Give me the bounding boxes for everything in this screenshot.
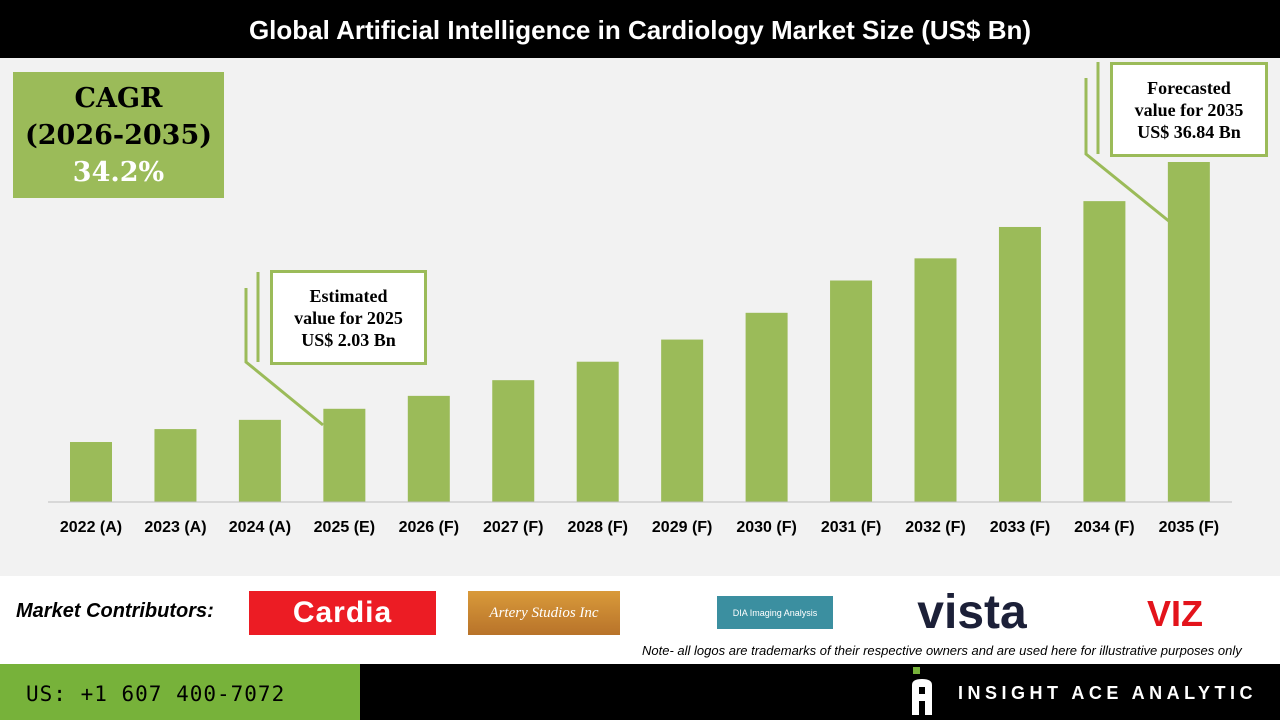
bar — [238, 419, 281, 502]
phone-number: US: +1 607 400-7072 — [0, 664, 360, 720]
logo-text: vista — [917, 585, 1027, 639]
bar — [323, 408, 366, 502]
callout-text: value for 2025 — [294, 308, 403, 328]
bar — [830, 280, 873, 502]
x-tick-label: 2027 (F) — [483, 519, 543, 536]
callout-leader — [1084, 78, 1171, 224]
bar — [1083, 201, 1126, 502]
logo-text: Cardia — [292, 596, 393, 629]
cagr-label: CAGR — [74, 83, 163, 114]
x-tick-label: 2035 (F) — [1159, 519, 1219, 536]
bar — [492, 380, 535, 502]
x-tick-label: 2034 (F) — [1074, 519, 1134, 536]
logo-viz: VIZ — [1122, 593, 1228, 634]
x-tick-label: 2023 (A) — [144, 519, 206, 536]
x-tick-label: 2029 (F) — [652, 519, 712, 536]
chart-area: 2022 (A) 2023 (A) 2024 (A) 2025 (E) 2026 (F)… — [0, 58, 1280, 576]
logo-dia: DIA Imaging Analysis — [717, 596, 833, 629]
bar — [154, 429, 197, 502]
x-tick-label: 2030 (F) — [736, 519, 796, 536]
callout-leader — [244, 288, 324, 427]
callout-text: Forecasted — [1147, 78, 1231, 98]
footer-bar — [360, 664, 1280, 720]
x-tick-label: 2024 (A) — [229, 519, 291, 536]
contributors-label: Market Contributors: — [16, 600, 214, 622]
x-tick-label: 2028 (F) — [567, 519, 627, 536]
bar — [661, 339, 704, 502]
bar-chart: 2022 (A) 2023 (A) 2024 (A) 2025 (E) 2026 (F)… — [48, 62, 1232, 536]
callout-text: value for 2035 — [1134, 100, 1244, 120]
estimated-callout: Estimated value for 2025 US$ 2.03 Bn — [270, 270, 427, 365]
bar — [70, 442, 112, 502]
logo-cardia: Cardia — [249, 591, 436, 635]
disclaimer: Note- all logos are trademarks of their … — [642, 643, 1242, 658]
logo-artery: Artery Studios Inc — [468, 591, 620, 635]
callout-text: Estimated — [309, 286, 388, 306]
logo-text: Artery Studios Inc — [489, 604, 599, 621]
x-tick-label: 2025 (E) — [314, 519, 375, 536]
x-tick-label: 2033 (F) — [990, 519, 1050, 536]
bar — [1167, 162, 1210, 502]
x-tick-label: 2026 (F) — [399, 519, 459, 536]
bar — [576, 361, 619, 502]
bar — [998, 226, 1041, 503]
cagr-value: 34.2% — [72, 157, 165, 188]
bar — [745, 312, 788, 502]
x-tick-label: 2022 (A) — [60, 519, 122, 536]
bar — [407, 395, 450, 502]
brand-logo-icon — [912, 667, 932, 715]
chart-title: Global Artificial Intelligence in Cardio… — [0, 0, 1280, 58]
forecast-callout: Forecasted value for 2035 US$ 36.84 Bn — [1110, 62, 1268, 157]
callout-value: US$ 2.03 Bn — [301, 330, 396, 350]
logo-text: VIZ — [1146, 593, 1203, 634]
x-tick-label: 2031 (F) — [821, 519, 881, 536]
brand-name: INSIGHT ACE ANALYTIC — [958, 683, 1258, 703]
cagr-period: (2026-2035) — [24, 120, 213, 151]
logo-vista: vista — [888, 586, 1056, 639]
callout-value: US$ 36.84 Bn — [1137, 122, 1241, 142]
cagr-box: CAGR (2026-2035) 34.2% — [13, 72, 224, 198]
logo-text: DIA Imaging Analysis — [732, 607, 818, 618]
bar — [914, 258, 957, 502]
x-tick-label: 2032 (F) — [905, 519, 965, 536]
